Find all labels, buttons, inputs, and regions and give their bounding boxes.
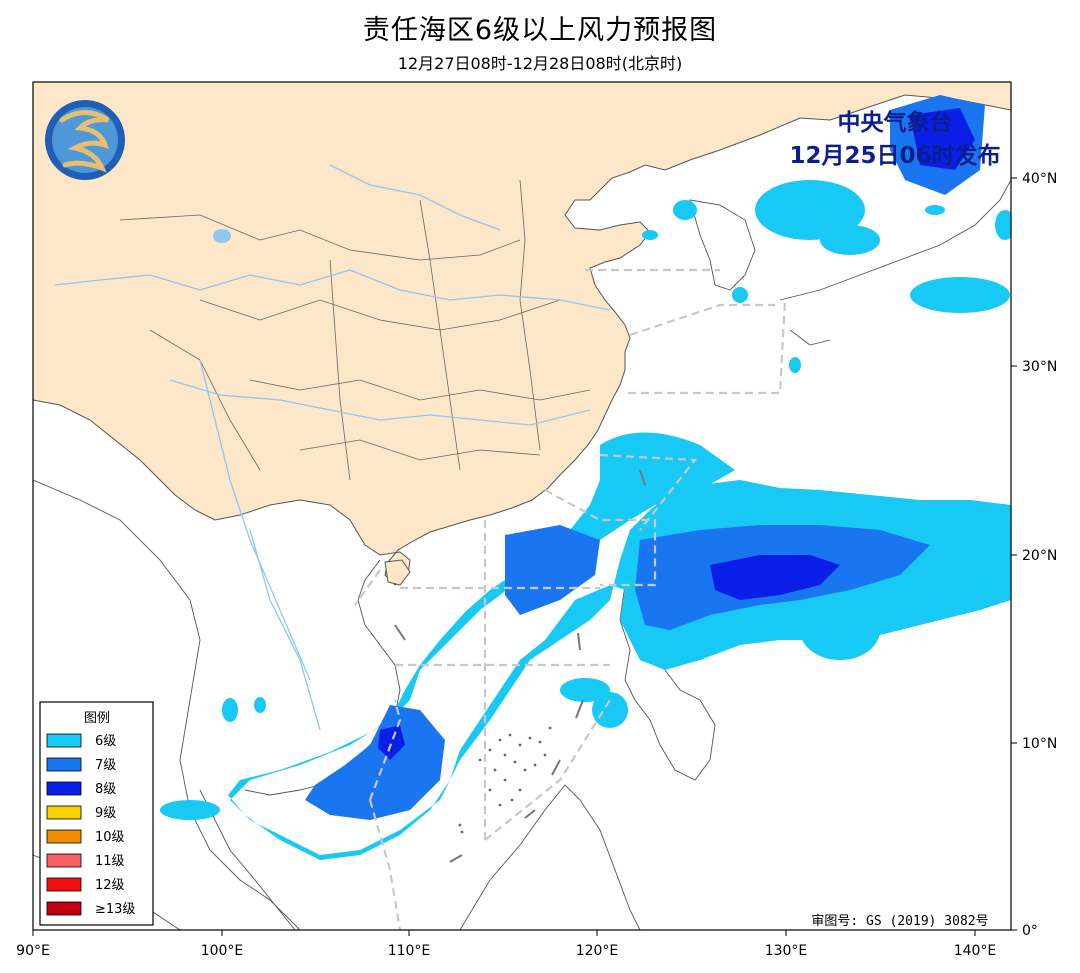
japan-outline bbox=[779, 179, 1011, 346]
cma-logo bbox=[45, 100, 125, 180]
legend-swatch bbox=[46, 781, 82, 796]
legend-swatch bbox=[46, 805, 82, 820]
issuer-name: 中央气象台 bbox=[838, 109, 953, 136]
legend-label: 11级 bbox=[95, 854, 125, 869]
map-frame bbox=[32, 81, 1012, 931]
qinghai-lake bbox=[213, 229, 231, 243]
page-title: 责任海区6级以上风力预报图 bbox=[362, 15, 718, 46]
nine-dash-line bbox=[394, 469, 646, 863]
review-number: 审图号: GS (2019) 3082号 bbox=[811, 914, 988, 929]
legend-label: 8级 bbox=[95, 782, 116, 797]
page-subtitle: 12月27日08时-12月28日08时(北京时) bbox=[397, 54, 683, 73]
legend-swatch bbox=[46, 901, 82, 916]
legend-label: ≥13级 bbox=[95, 902, 135, 917]
legend: 图例 6级 7级 8级 9级 10级 11级 12级 ≥13级 bbox=[39, 701, 154, 926]
forecast-zone-lines bbox=[354, 268, 787, 930]
legend-label: 6级 bbox=[95, 734, 116, 749]
x-tick-label: 130°E bbox=[765, 943, 808, 959]
legend-swatch bbox=[46, 829, 82, 844]
y-tick-label: 0° bbox=[1022, 923, 1038, 939]
korea-outline bbox=[689, 199, 756, 291]
island-dots bbox=[458, 726, 552, 834]
wind-level-8-areas bbox=[378, 108, 975, 760]
axis-ticks bbox=[32, 177, 1017, 936]
legend-title: 图例 bbox=[84, 711, 110, 726]
legend-swatch bbox=[46, 757, 82, 772]
y-tick-label: 10°N bbox=[1022, 736, 1057, 752]
china-landmass bbox=[33, 82, 1011, 586]
y-tick-label: 20°N bbox=[1022, 548, 1057, 564]
x-tick-label: 140°E bbox=[954, 943, 997, 959]
y-tick-label: 30°N bbox=[1022, 359, 1057, 375]
issue-time: 12月25日06时发布 bbox=[789, 142, 1000, 169]
borneo-outline bbox=[459, 784, 641, 930]
x-tick-label: 90°E bbox=[16, 943, 50, 959]
x-tick-label: 100°E bbox=[201, 943, 244, 959]
legend-label: 12级 bbox=[95, 878, 125, 893]
hainan-island bbox=[384, 559, 411, 586]
indochina-outline bbox=[33, 479, 301, 930]
rivers bbox=[54, 164, 611, 731]
x-tick-label: 110°E bbox=[388, 943, 431, 959]
province-boundaries bbox=[119, 179, 591, 481]
legend-swatch bbox=[46, 733, 82, 748]
legend-label: 9级 bbox=[95, 806, 116, 821]
legend-label: 7级 bbox=[95, 758, 116, 773]
x-tick-label: 120°E bbox=[576, 943, 619, 959]
legend-label: 10级 bbox=[95, 830, 125, 845]
y-tick-label: 40°N bbox=[1022, 171, 1057, 187]
legend-swatch bbox=[46, 853, 82, 868]
legend-swatch bbox=[46, 877, 82, 892]
